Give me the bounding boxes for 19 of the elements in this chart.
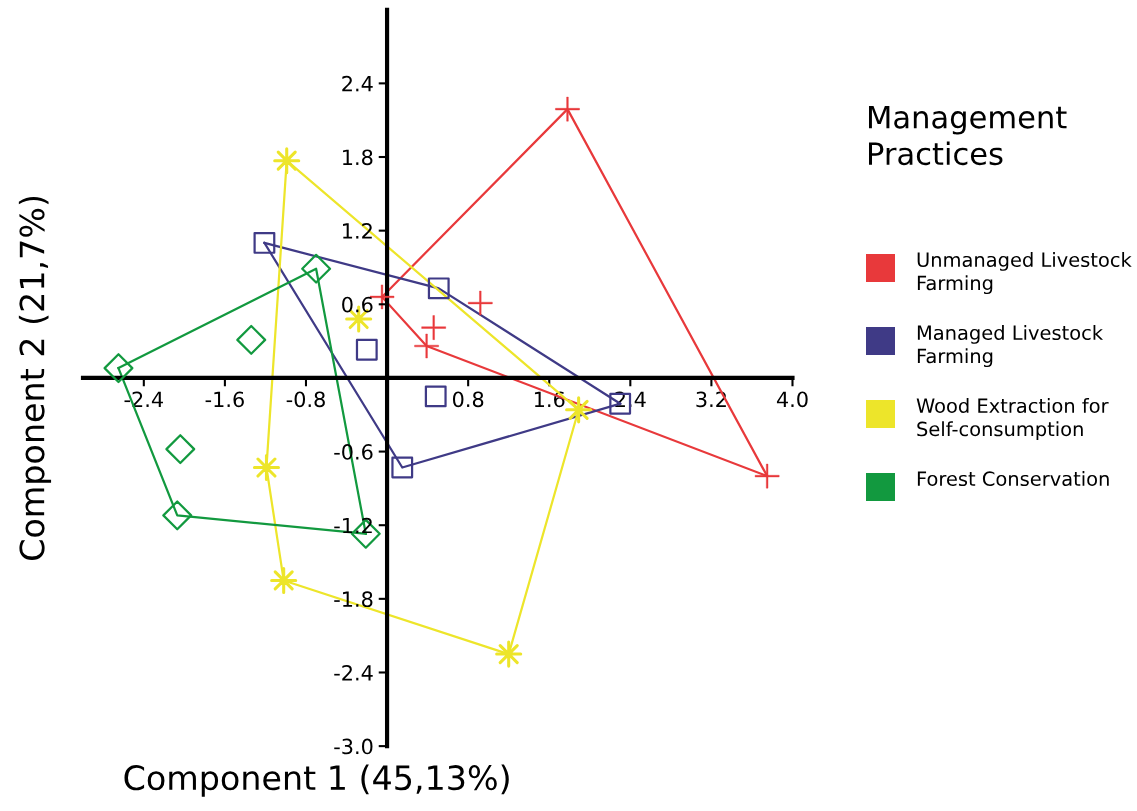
- y-tick-label: -2.4: [334, 664, 373, 681]
- x-tick-label: -0.8: [286, 391, 325, 408]
- x-axis-title: Component 1 (45,13%): [124, 764, 509, 797]
- x-tick-label: 3.2: [696, 391, 726, 408]
- x-tick-label: -1.6: [205, 391, 244, 408]
- legend-label: Wood Extraction for Self-consumption: [916, 398, 1109, 441]
- x-tick-label: 0.8: [452, 391, 484, 408]
- x-tick-label: 1.6: [534, 391, 565, 408]
- y-tick-label: 1.2: [343, 223, 372, 239]
- y-tick-label: 2.4: [342, 75, 373, 92]
- legend-label: Forest Conservation: [917, 471, 1109, 487]
- x-tick-label: 4.0: [776, 391, 808, 408]
- legend-title: Management Practices: [869, 105, 1067, 166]
- y-axis-title: Component 2 (21,7%): [18, 196, 52, 560]
- y-tick-label: -3.0: [334, 738, 373, 755]
- y-tick-label: 1.8: [343, 149, 373, 166]
- y-tick-label: 0.6: [342, 296, 373, 313]
- legend-label: Managed Livestock Farming: [917, 325, 1104, 368]
- legend-label: Unmanaged Livestock Farming: [917, 252, 1132, 295]
